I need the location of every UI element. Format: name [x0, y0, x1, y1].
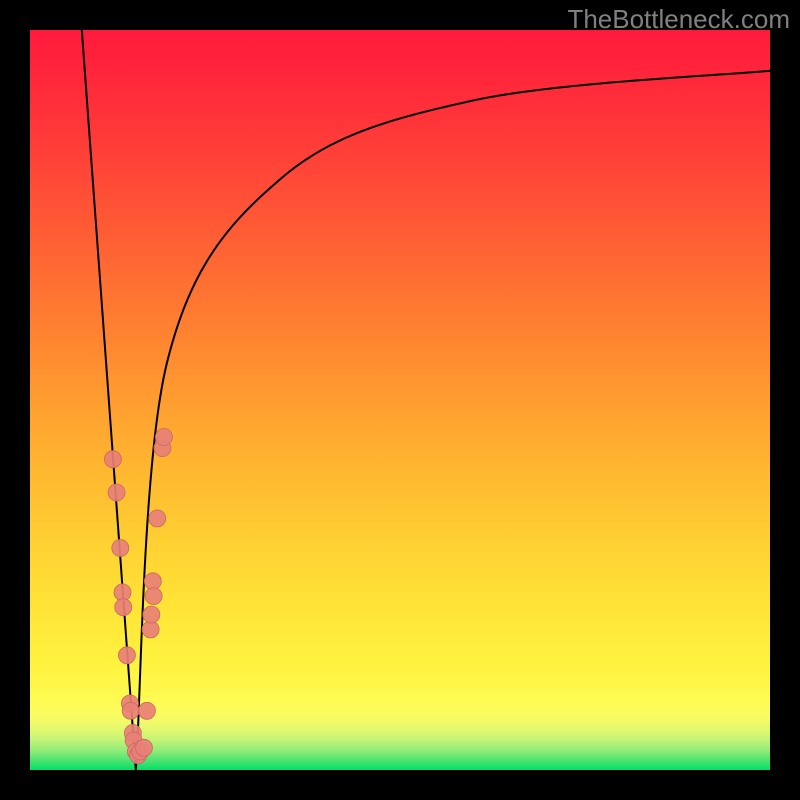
plot-svg [30, 30, 770, 770]
chart-root: TheBottleneck.com [0, 0, 800, 800]
bottleneck-curve [82, 30, 770, 770]
scatter-point [135, 739, 152, 756]
scatter-point [149, 510, 166, 527]
scatter-point [143, 606, 160, 623]
scatter-point [118, 647, 135, 664]
scatter-point [155, 429, 172, 446]
plot-area [30, 30, 770, 770]
scatter-point [115, 599, 132, 616]
scatter-point [108, 484, 125, 501]
scatter-point [112, 540, 129, 557]
scatter-point [122, 702, 139, 719]
watermark-text: TheBottleneck.com [567, 4, 790, 35]
scatter-point [138, 702, 155, 719]
scatter-point [104, 451, 121, 468]
scatter-point [145, 588, 162, 605]
